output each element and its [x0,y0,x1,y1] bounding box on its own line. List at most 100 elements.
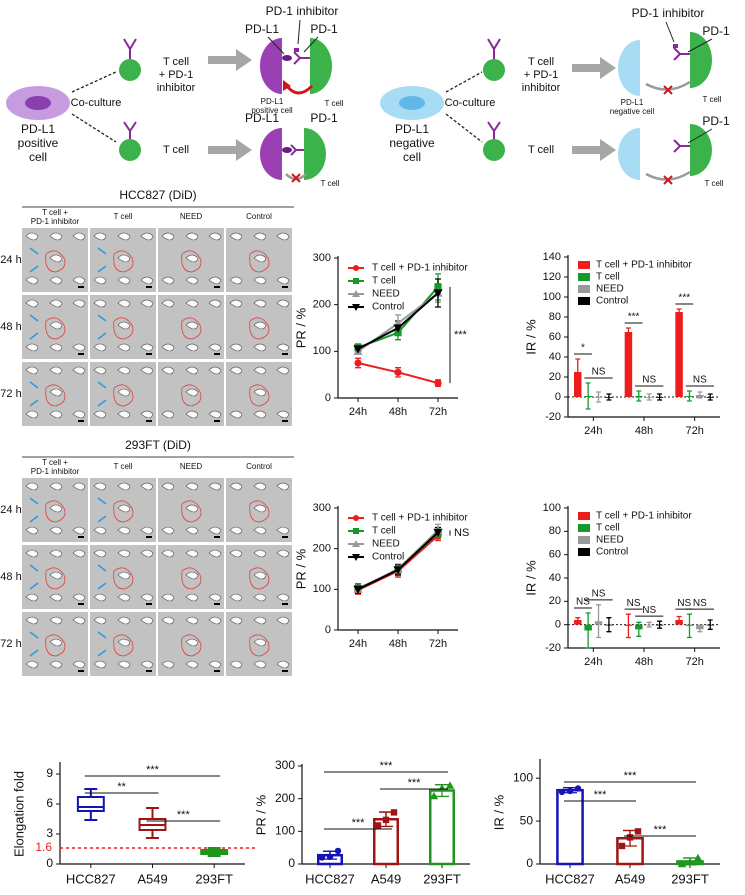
x-tick-label: A549 [615,871,645,886]
image-texture [25,343,39,352]
significance-label: NS [642,605,656,616]
cell-outline [113,250,134,273]
significance-label: NS [627,598,641,609]
cell-outline [181,567,202,590]
bar [556,788,584,866]
image-texture [117,276,131,285]
data-point [437,784,447,792]
marker [353,278,359,284]
image-texture [49,388,63,397]
scale-bar [282,670,288,672]
image-texture [229,299,243,308]
data-point [374,822,382,829]
error-bar [657,393,663,401]
legend-label: NEED [596,284,624,295]
image-texture [93,593,107,602]
data-point [566,787,574,795]
y-tick-label: 0 [555,619,561,631]
y-tick-label: 100 [543,291,561,303]
y-tick-label: 0 [325,392,331,404]
treatment-label: T cell [163,56,189,68]
pd1-receptor [673,47,690,61]
image-texture [185,482,199,491]
image-texture [72,232,86,241]
scale-bar [78,286,84,288]
y-tick-label: 0 [46,856,53,870]
t-cell [483,139,505,161]
x-tick-label: HCC827 [66,871,116,886]
cell-nucleus [25,96,51,110]
receptor-label: PD-1 [310,22,338,36]
image-texture [229,276,243,285]
arrow-marker [97,247,107,273]
image-texture [140,526,154,535]
image-texture [140,232,154,241]
legend-label: T cell [596,272,620,283]
image-texture [161,276,175,285]
image-texture [229,616,243,625]
image-texture [93,299,107,308]
image-texture [276,276,290,285]
image-texture [49,660,63,669]
image-texture [161,299,175,308]
kill-arrow [285,84,314,95]
image-texture [72,410,86,419]
y-tick-label: 100 [513,770,533,784]
image-texture [25,232,39,241]
marker [433,289,443,298]
image-texture [253,343,267,352]
image-texture [276,482,290,491]
image-texture [93,366,107,375]
effector-label: T cell [703,95,722,104]
image-texture [140,549,154,558]
image-texture [276,343,290,352]
inhibitor [673,44,678,48]
image-texture [117,482,131,491]
y-tick-label: 0 [526,856,533,870]
cell-nucleus [399,96,425,110]
scale-bar [146,420,152,422]
marker [354,359,362,367]
marker [394,329,402,337]
column-header: Control [246,462,272,471]
image-texture [276,549,290,558]
y-tick-label: 200 [313,299,331,311]
data-point [626,834,634,841]
scale-bar [282,420,288,422]
cell-label: cell [403,150,421,164]
y-axis-label: IR / % [491,794,506,830]
data-point [618,842,626,850]
significance-label: NS [576,597,590,608]
image-texture [49,276,63,285]
significance-label: NS [693,375,707,386]
cell-outline [181,384,202,407]
legend-label: T cell [596,523,620,534]
arrow [445,113,483,143]
error-bar [636,621,642,637]
microscopy-panel: 293FT (DiD) T cell +PD-1 inhibitor T cell N… [0,438,294,676]
legend-label: NEED [372,289,400,300]
image-texture [253,660,267,669]
significance-label: NS [592,367,606,378]
marker [352,554,360,561]
marker [352,290,360,297]
image-texture [117,366,131,375]
data-point [677,859,687,868]
image-texture [185,343,199,352]
ligand-label: PD-L1 [245,22,279,36]
image-texture [185,638,199,647]
error-bar [676,308,682,316]
image-texture [229,232,243,241]
image-texture [185,232,199,241]
legend-label: Control [372,302,404,313]
cell-outline [249,250,270,273]
schematic-positive: PD-L1 positive cell Co-culture T cell + … [6,4,344,188]
image-texture [93,343,107,352]
marker [434,283,442,291]
y-axis-label: PR / % [253,794,268,835]
arrow-head [283,80,291,91]
data-point [574,785,582,792]
scale-bar [78,353,84,355]
x-tick-label: HCC827 [545,871,595,886]
cell-label: cell [29,150,47,164]
